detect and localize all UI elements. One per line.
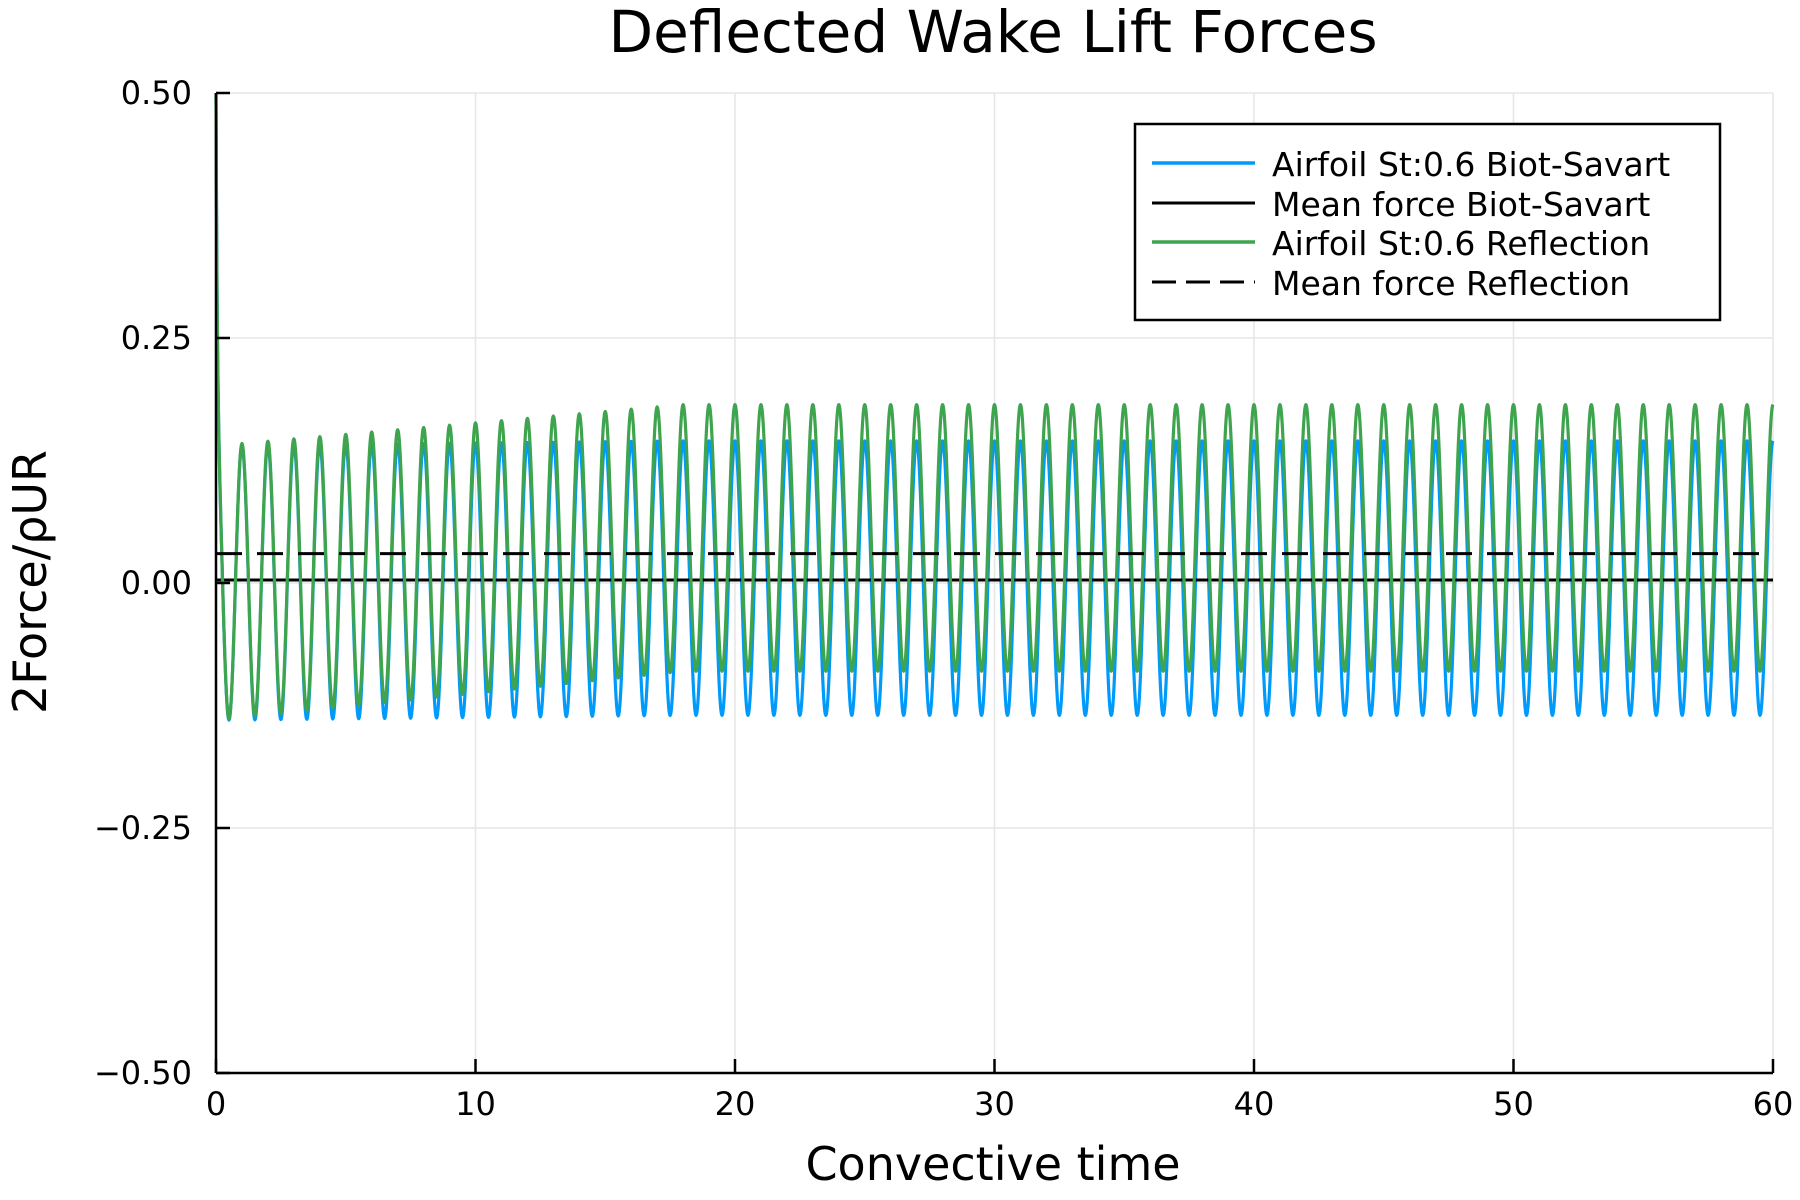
chart-title: Deflected Wake Lift Forces bbox=[608, 0, 1377, 66]
legend-label-mean-biot-savart: Mean force Biot-Savart bbox=[1272, 185, 1650, 224]
series-layer bbox=[214, 92, 1775, 722]
legend: Airfoil St:0.6 Biot-Savart Mean force Bi… bbox=[1133, 122, 1722, 322]
y-tick-label: 0.50 bbox=[121, 74, 192, 112]
y-tick-label: −0.25 bbox=[94, 809, 192, 847]
legend-label-mean-reflection: Mean force Reflection bbox=[1272, 264, 1630, 303]
y-tick-label: 0.25 bbox=[121, 319, 192, 357]
legend-box bbox=[1133, 122, 1722, 322]
series-line-2 bbox=[214, 92, 1775, 721]
x-tick-label: 20 bbox=[715, 1085, 756, 1123]
x-tick-label: 50 bbox=[1493, 1085, 1534, 1123]
x-tick-label: 60 bbox=[1753, 1085, 1794, 1123]
legend-label-reflection: Airfoil St:0.6 Reflection bbox=[1272, 224, 1650, 263]
legend-label-biot-savart: Airfoil St:0.6 Biot-Savart bbox=[1272, 145, 1670, 184]
x-tick-label: 0 bbox=[206, 1085, 226, 1123]
x-axis-title: Convective time bbox=[805, 1137, 1180, 1191]
x-tick-label: 40 bbox=[1234, 1085, 1275, 1123]
x-tick-label: 10 bbox=[455, 1085, 496, 1123]
y-tick-label: 0.00 bbox=[121, 564, 192, 602]
ticks: 0 10 20 30 40 50 60 −0.50 −0.25 0.00 0.25 0.50 bbox=[94, 74, 1793, 1123]
x-tick-label: 30 bbox=[974, 1085, 1015, 1123]
y-axis-title: 2Force/ρUR bbox=[3, 450, 57, 714]
series-line-0 bbox=[214, 92, 1775, 722]
y-tick-label: −0.50 bbox=[94, 1054, 192, 1092]
